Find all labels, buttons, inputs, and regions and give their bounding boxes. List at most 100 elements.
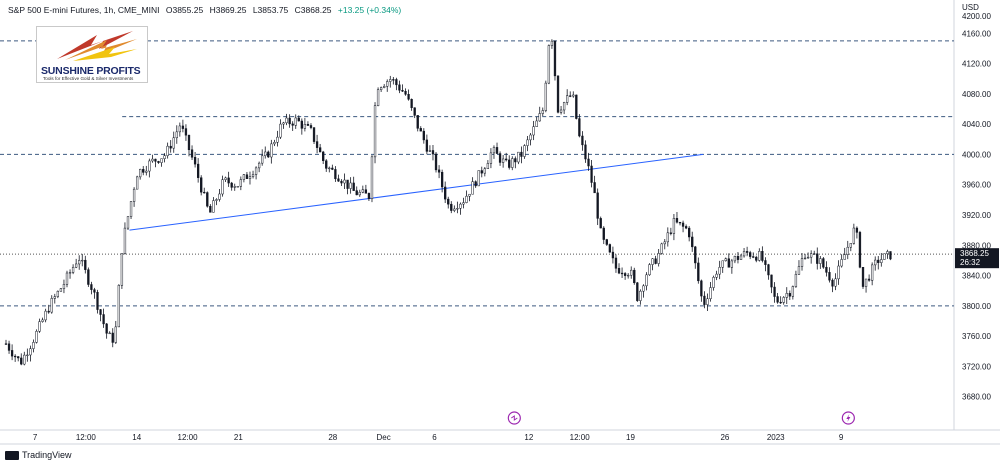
candle-body [450,203,453,211]
candle-body [282,122,285,125]
candle-body [590,165,593,183]
candle-body [126,216,130,229]
candle-body [447,198,450,205]
candle-body [425,139,429,152]
candle-body [764,260,767,265]
candle-body [267,151,270,158]
candle-body [657,253,660,264]
candle-body [264,151,267,157]
candle-body [261,155,264,164]
candle-body [825,266,828,273]
candle-body [251,174,255,177]
price-tick-label: 4040.00 [962,120,991,129]
candle-body [62,284,66,289]
candle-body [44,310,47,321]
candle-body [273,142,276,145]
candle-body [785,293,788,298]
candle-body [822,258,825,268]
candle-body [803,257,807,260]
candle-body [166,145,169,156]
candle-body [227,177,230,184]
candle-body [871,264,874,281]
candle-body [575,94,578,119]
candle-body [608,244,612,253]
candle-body [706,298,709,305]
candle-body [703,295,706,305]
time-axis[interactable]: 7 12:00 14 12:00 21 28 Dec 6 12 12:00 19 26 2023 9 [33,433,844,442]
candle-body [730,260,734,268]
candle-body [462,202,465,205]
candle-body [148,160,151,172]
tradingview-logo-icon [5,450,19,460]
candle-body [13,355,17,358]
candle-body [343,179,346,184]
candle-body [65,272,69,285]
symbol-title[interactable]: S&P 500 E-mini Futures, 1h, CME_MINI [8,5,160,15]
candle-body [864,278,868,287]
tradingview-brand[interactable]: TradingView [5,450,72,460]
bar-countdown: 26:32 [960,258,981,267]
candle-body [340,180,343,184]
time-tick-label: 12 [524,433,533,442]
time-tick-label: 2023 [767,433,785,442]
candle-body [96,292,99,310]
candle-body [858,232,862,268]
price-tick-label: 3960.00 [962,181,991,190]
candle-body [245,174,249,179]
candle-body [520,151,523,157]
candle-body [190,149,194,158]
candle-body [627,274,630,277]
candle-body [383,86,386,88]
price-axis[interactable]: 3680.00 3720.00 3760.00 3800.00 3840.00 3880.… [962,12,991,402]
candle-body [761,251,764,261]
candle-body [105,323,108,334]
candle-body [200,177,203,193]
candle-body [605,239,608,245]
sunshine-profits-logo: SUNSHINE PROFITS Tools for Effective Gol… [36,26,148,83]
candle-body [35,331,38,343]
candle-body [135,176,139,190]
candle-body [187,134,191,151]
candle-body [623,273,627,276]
candle-body [498,153,502,163]
candles-group [4,39,892,366]
candle-body [288,117,291,125]
candle-body [184,128,188,136]
candle-body [483,168,486,174]
candle-body [379,87,383,90]
price-tick-label: 3800.00 [962,302,991,311]
candle-body [437,169,441,173]
candle-body [145,170,148,173]
candle-body [206,192,209,207]
candle-body [666,232,669,243]
candle-body [755,256,758,261]
dividend-event-glyph [511,415,518,421]
candle-body [526,139,529,146]
candle-body [770,274,773,288]
candle-body [813,253,816,255]
candle-body [633,269,636,284]
candle-body [758,251,761,261]
trendline [129,153,704,231]
candle-body [587,158,590,167]
candle-body [556,75,560,113]
candle-body [285,117,288,124]
candle-body [883,253,886,260]
price-tick-label: 4200.00 [962,12,991,21]
candle-body [196,163,200,178]
candle-body [26,354,29,357]
candle-body [230,182,233,188]
candle-body [215,199,218,201]
plot-area [0,0,954,430]
candle-body [38,321,41,332]
candle-body [160,158,163,163]
candle-body [428,150,432,152]
candle-body [523,145,526,157]
candle-body [373,105,377,158]
candle-body [602,227,605,240]
candle-body [123,227,127,254]
candle-body [694,246,697,264]
candle-body [468,193,471,197]
candle-body [47,310,50,313]
